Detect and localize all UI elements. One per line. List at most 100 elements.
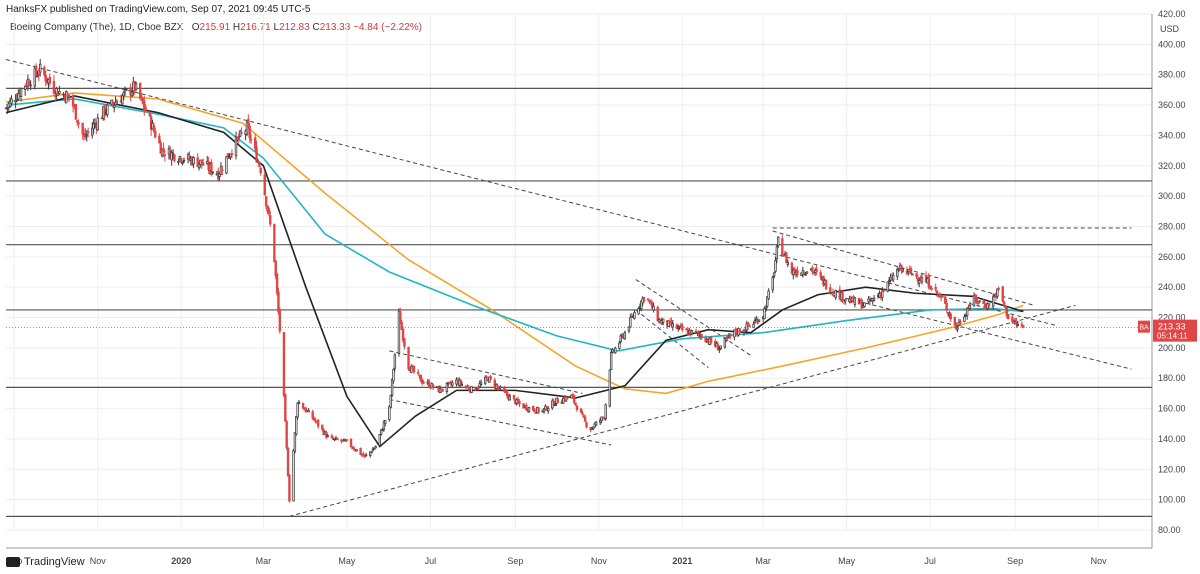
candle-body [996, 288, 999, 297]
candle-body [1005, 306, 1009, 317]
candle [200, 159, 203, 169]
candle-body [946, 312, 950, 315]
candle-body [1015, 321, 1018, 325]
candle [52, 75, 56, 95]
candle-body [604, 404, 607, 419]
candle-body [614, 347, 617, 354]
candle [915, 273, 918, 279]
candle [900, 264, 903, 274]
candle-body [148, 112, 151, 116]
candle-body [67, 94, 71, 98]
candle-body [8, 100, 12, 107]
candle-body [629, 317, 632, 328]
candle-body [256, 160, 260, 163]
candle-body [892, 275, 895, 281]
candle [240, 127, 243, 136]
candle [815, 265, 818, 276]
candle-body [724, 337, 728, 341]
price-badge-value: 213.33 [1158, 322, 1186, 332]
candle-body [719, 345, 722, 350]
candle [159, 140, 162, 154]
candle [466, 384, 469, 388]
candle [525, 402, 528, 411]
candle [690, 330, 694, 336]
candle [627, 326, 631, 334]
candle-body [403, 338, 406, 347]
candle [1007, 314, 1010, 320]
candle [860, 297, 863, 310]
candle-body [897, 269, 900, 272]
candle-body [829, 287, 832, 294]
candle [451, 380, 454, 388]
candle-body [527, 407, 531, 412]
candle-body [416, 371, 420, 374]
candle-body [915, 273, 918, 277]
candle-body [259, 167, 262, 174]
candle [39, 58, 42, 77]
candle-body [330, 435, 334, 438]
candle [972, 292, 976, 307]
candle [928, 285, 932, 289]
candle-body [618, 342, 621, 349]
candle [566, 396, 569, 400]
candle [144, 104, 147, 113]
candle-body [928, 285, 932, 289]
candle-body [975, 297, 978, 304]
candle [694, 328, 698, 334]
candle-body [651, 302, 654, 309]
candle [330, 433, 334, 439]
candle-body [983, 303, 987, 308]
candle [716, 341, 720, 351]
candle [115, 99, 119, 105]
candle [718, 346, 721, 354]
candle [709, 335, 713, 345]
candle-body [431, 384, 435, 388]
candle [460, 381, 464, 387]
candle [14, 94, 17, 109]
candle-body [459, 379, 462, 385]
candle [352, 445, 355, 451]
candle-body [359, 448, 362, 456]
x-tick-label: Nov [591, 556, 608, 566]
candle [975, 294, 978, 305]
candle-body [844, 299, 847, 302]
candle-body [834, 290, 837, 298]
candle [370, 451, 373, 454]
candle [581, 410, 584, 416]
candle [389, 394, 392, 409]
candle [719, 345, 722, 351]
x-tick-label: May [338, 556, 356, 566]
candle [96, 113, 99, 131]
candle [609, 349, 613, 371]
candle-body [1002, 301, 1006, 306]
candle [489, 374, 492, 381]
candle [662, 318, 665, 326]
candle-body [860, 299, 863, 309]
candle-body [575, 405, 579, 410]
candle [297, 399, 301, 405]
candle-body [286, 447, 290, 477]
candle-body [685, 328, 688, 331]
candle-body [248, 126, 251, 139]
candle [48, 73, 52, 87]
close-value: 213.33 [319, 22, 351, 33]
candle [158, 133, 161, 144]
x-tick-label: 2021 [672, 556, 692, 566]
candle-body [746, 322, 750, 327]
candle [140, 93, 143, 102]
candle [81, 122, 84, 140]
trendline [289, 304, 1076, 517]
candle-body [173, 154, 176, 161]
candle-body [249, 138, 253, 141]
candle-body [379, 429, 383, 435]
candle-body [200, 159, 203, 165]
candle-body [478, 383, 481, 388]
candle [441, 387, 444, 393]
candle-body [401, 328, 405, 341]
candle [600, 416, 603, 424]
candle-body [410, 366, 413, 373]
trendline [772, 230, 1035, 306]
candle [55, 86, 58, 100]
